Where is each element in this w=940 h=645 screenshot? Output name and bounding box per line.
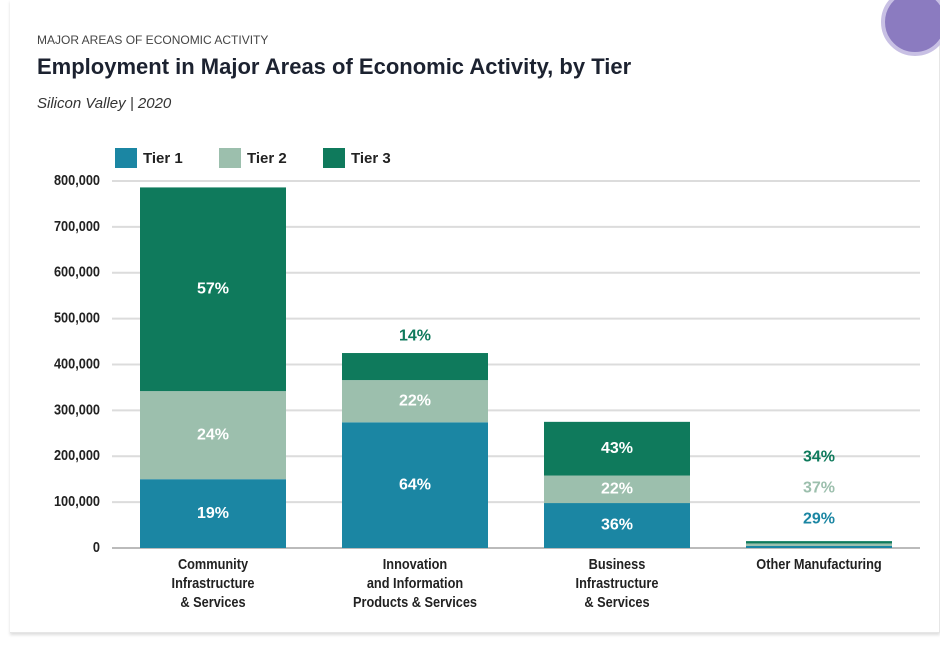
subtitle: Silicon Valley | 2020 [37, 95, 172, 112]
y-tick-label: 300,000 [54, 400, 100, 417]
chart-title: Employment in Major Areas of Economic Ac… [37, 54, 632, 79]
legend-label: Tier 1 [143, 150, 183, 167]
y-tick-label: 100,000 [54, 492, 100, 509]
y-tick-label: 400,000 [54, 354, 100, 371]
y-tick-label: 600,000 [54, 263, 100, 280]
x-tick-label: Community Infrastructure & Services [171, 556, 255, 611]
bar-segment [342, 380, 488, 423]
bar-segment [140, 391, 286, 480]
legend-swatch [219, 148, 241, 168]
bar-segment [746, 543, 892, 546]
data-label: 64% [399, 476, 431, 493]
bar-segment [342, 422, 488, 548]
bar-segment [746, 541, 892, 544]
bar-segment [544, 421, 690, 476]
y-tick-label: 200,000 [54, 446, 100, 463]
bar-segment [746, 545, 892, 548]
y-tick-label: 800,000 [54, 171, 100, 188]
supertitle: MAJOR AREAS OF ECONOMIC ACTIVITY [37, 33, 268, 47]
data-label: 22% [399, 392, 431, 409]
bar-segment [342, 353, 488, 381]
data-label: 29% [803, 510, 835, 527]
legend-swatch [323, 148, 345, 168]
data-label: 36% [601, 517, 633, 534]
bar-segment [140, 187, 286, 392]
bar-segment [544, 475, 690, 504]
bar-segment [140, 479, 286, 548]
data-label: 57% [197, 280, 229, 297]
legend-swatch [115, 148, 137, 168]
legend-label: Tier 2 [247, 150, 287, 167]
bar-segment [544, 503, 690, 548]
y-tick-label: 500,000 [54, 309, 100, 326]
data-label: 24% [197, 426, 229, 443]
data-label: 22% [601, 480, 633, 497]
data-label: 19% [197, 505, 229, 522]
data-label: 14% [399, 327, 431, 344]
data-label: 43% [601, 440, 633, 457]
x-tick-label: Innovation and Information Products & Se… [352, 556, 478, 611]
data-label: 37% [803, 479, 835, 496]
x-tick-label: Business Infrastructure & Services [575, 556, 659, 611]
data-label: 34% [803, 448, 835, 465]
globe-icon [881, 0, 940, 56]
y-tick-label: 700,000 [54, 217, 100, 234]
legend-label: Tier 3 [351, 150, 391, 167]
y-tick-label: 0 [93, 538, 100, 555]
x-tick-label: Other Manufacturing [756, 556, 882, 573]
